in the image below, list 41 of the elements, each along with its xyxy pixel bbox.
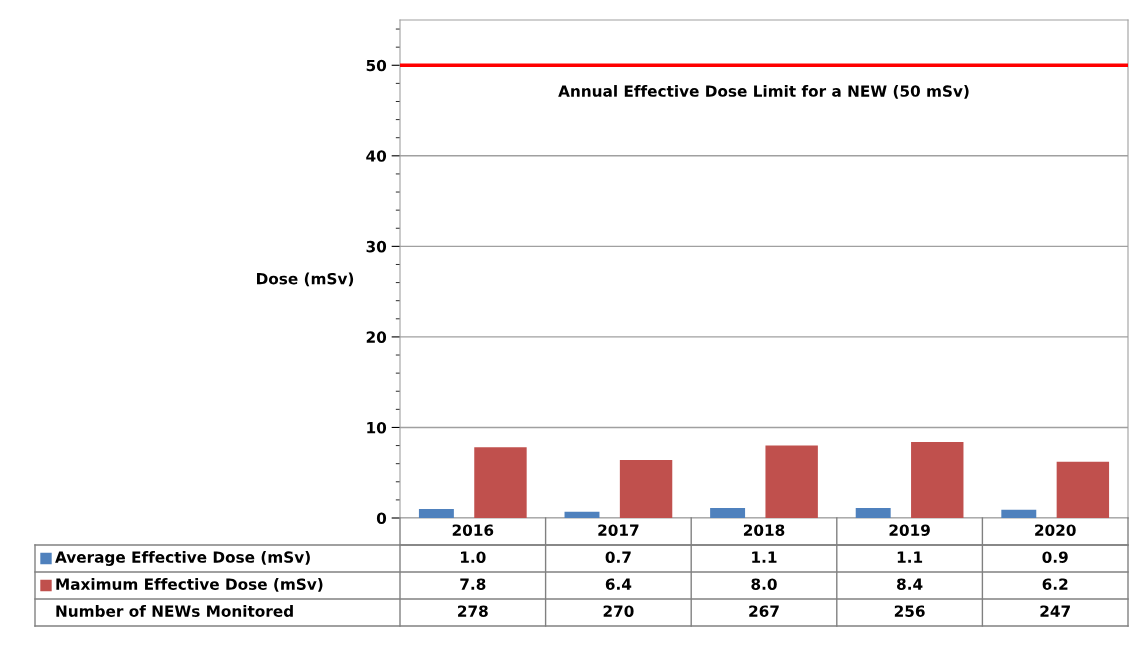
data-label: 6.2 xyxy=(1042,578,1068,590)
y-tick-label: 0 xyxy=(376,512,387,525)
bar xyxy=(564,511,600,518)
data-label: 0.7 xyxy=(605,551,631,563)
legend-label: Maximum Effective Dose (mSv) xyxy=(56,578,323,592)
x-tick-label: 2020 xyxy=(1035,524,1076,536)
bar xyxy=(619,460,673,518)
bar xyxy=(710,508,746,518)
legend-label: Average Effective Dose (mSv) xyxy=(55,551,310,566)
y-tick-label: 10 xyxy=(367,421,387,434)
data-label: 8.4 xyxy=(897,578,923,590)
bar xyxy=(765,445,818,518)
bar xyxy=(911,441,964,518)
bar xyxy=(855,508,891,518)
text: 247 xyxy=(1040,605,1070,617)
data-label: 6.4 xyxy=(605,578,632,590)
data-label: 7.8 xyxy=(460,578,486,590)
bar xyxy=(474,447,527,518)
y-tick-label: 40 xyxy=(366,150,387,162)
bar xyxy=(1001,509,1037,518)
y-tick-label: 20 xyxy=(366,331,387,343)
x-tick-label: 2019 xyxy=(889,524,930,536)
bar xyxy=(418,508,454,518)
text: 270 xyxy=(603,605,634,617)
text: 278 xyxy=(458,605,488,617)
text: 256 xyxy=(894,605,925,617)
text: Number of NEWs Monitored xyxy=(56,605,293,617)
y-tick-label: 30 xyxy=(366,240,387,253)
x-tick-label: 2018 xyxy=(743,524,785,536)
bar xyxy=(1056,461,1110,518)
y-tick-label: 50 xyxy=(366,59,387,72)
ref-line-label: Annual Effective Dose Limit for a NEW (50 mSv) xyxy=(558,85,969,99)
x-tick-label: 2017 xyxy=(598,524,639,536)
data-label: 0.9 xyxy=(1042,551,1068,563)
data-label: 8.0 xyxy=(751,578,777,590)
y-axis-title: Dose (mSv) xyxy=(257,272,354,287)
data-label: 1.1 xyxy=(752,551,777,563)
text: 267 xyxy=(749,605,779,617)
x-tick-label: 2016 xyxy=(452,524,494,536)
data-label: 1.1 xyxy=(897,551,923,563)
data-label: 1.0 xyxy=(460,551,486,563)
